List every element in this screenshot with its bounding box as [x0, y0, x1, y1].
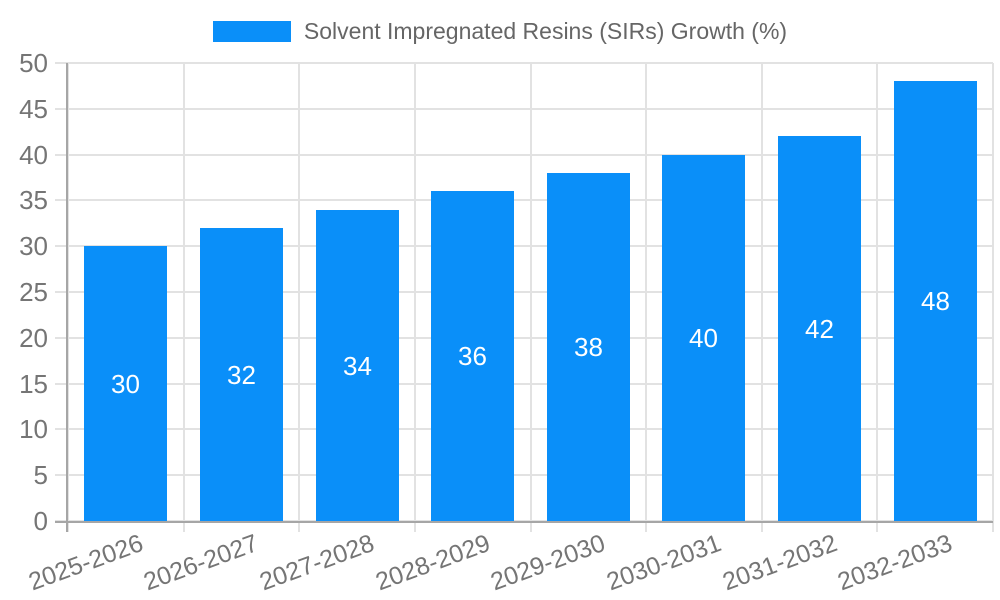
bar-2029-2030[interactable]: 38 — [547, 173, 630, 521]
legend-label: Solvent Impregnated Resins (SIRs) Growth… — [303, 18, 788, 44]
gridline-vertical — [992, 63, 994, 532]
y-tick-label: 5 — [33, 460, 48, 490]
x-axis-line — [55, 521, 993, 523]
bar-value-label: 38 — [574, 332, 603, 362]
gridline-vertical — [183, 63, 185, 532]
legend-swatch-icon — [212, 21, 291, 42]
bar-2031-2032[interactable]: 42 — [778, 136, 861, 521]
y-tick-label: 40 — [19, 140, 48, 170]
gridline-vertical — [298, 63, 300, 532]
bar-value-label: 36 — [458, 341, 487, 371]
gridline-vertical — [530, 63, 532, 532]
bar-2025-2026[interactable]: 30 — [84, 246, 167, 521]
bar-value-label: 34 — [343, 350, 372, 381]
gridline-horizontal — [55, 108, 993, 110]
y-tick-label: 50 — [19, 48, 48, 78]
bar-2032-2033[interactable]: 48 — [894, 81, 977, 521]
y-axis-line — [66, 63, 68, 532]
gridline-vertical — [645, 63, 647, 532]
chart-legend[interactable]: Solvent Impregnated Resins (SIRs) Growth… — [0, 18, 1000, 45]
bar-value-label: 40 — [689, 323, 718, 353]
gridline-horizontal — [55, 474, 993, 476]
bar-value-label: 32 — [227, 359, 256, 390]
bar-value-label: 48 — [921, 286, 950, 316]
y-tick-label: 35 — [19, 185, 48, 215]
gridline-vertical — [414, 63, 416, 532]
gridline-horizontal — [55, 199, 993, 201]
gridline-horizontal — [55, 428, 993, 430]
y-tick-label: 30 — [19, 231, 48, 261]
bar-2030-2031[interactable]: 40 — [662, 155, 745, 521]
y-tick-label: 10 — [19, 414, 48, 444]
bar-2027-2028[interactable]: 34 — [316, 210, 399, 521]
gridline-horizontal — [55, 245, 993, 247]
bar-2026-2027[interactable]: 32 — [200, 228, 283, 521]
y-tick-label: 45 — [19, 94, 48, 124]
y-tick-label: 25 — [19, 277, 48, 307]
gridline-horizontal — [55, 337, 993, 339]
gridline-vertical — [67, 63, 69, 532]
gridline-vertical — [876, 63, 878, 532]
y-tick-label: 15 — [19, 369, 48, 399]
bar-value-label: 42 — [805, 313, 834, 344]
gridline-horizontal — [55, 383, 993, 385]
gridline-horizontal — [55, 291, 993, 293]
plot-area: 30 32 34 36 38 40 42 48 0 5 10 15 20 25 30 35 40 45 50 20… — [19, 48, 994, 596]
gridline-vertical — [761, 63, 763, 532]
bar-2028-2029[interactable]: 36 — [431, 191, 514, 521]
gridline-horizontal — [55, 154, 993, 156]
gridline-horizontal — [55, 62, 993, 64]
bar-value-label: 30 — [111, 368, 140, 399]
y-tick-label: 20 — [19, 323, 48, 353]
y-tick-label: 0 — [33, 506, 48, 536]
